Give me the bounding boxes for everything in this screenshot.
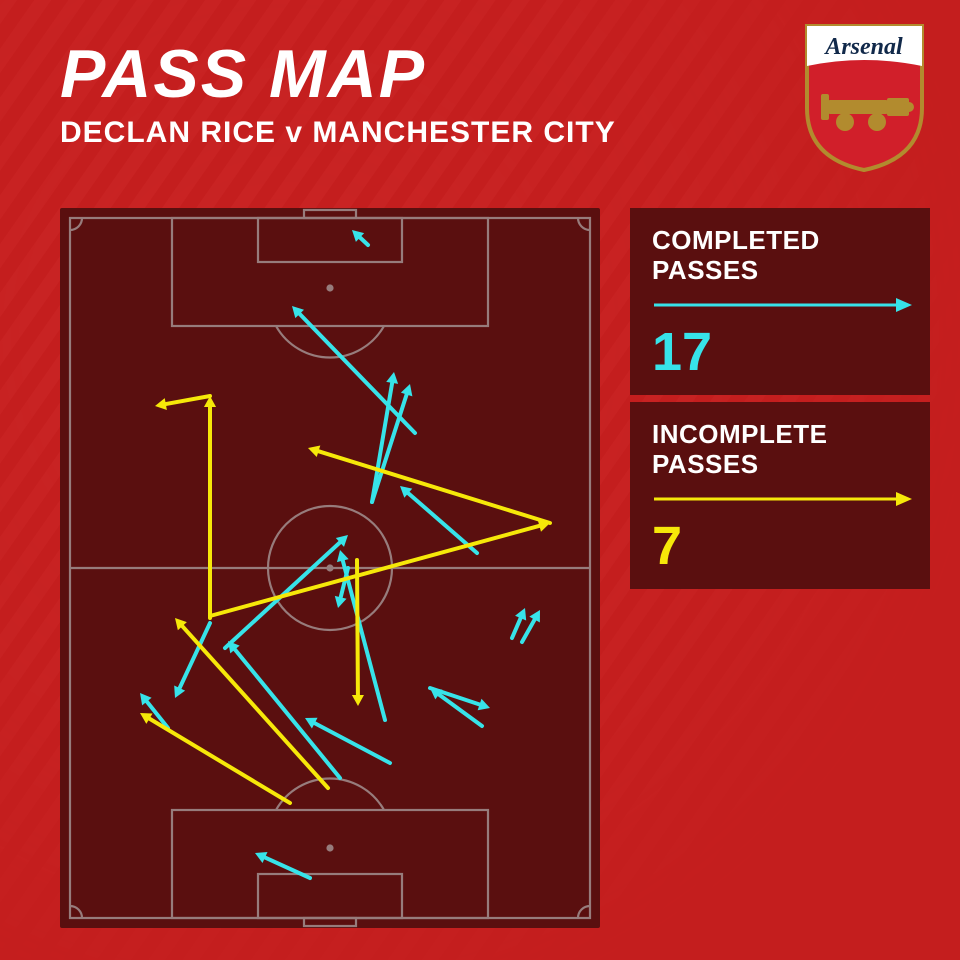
pass-completed	[522, 616, 537, 642]
pass-incomplete	[161, 396, 210, 405]
chart-title: PASS MAP	[60, 40, 616, 108]
pass-completed-head	[335, 596, 347, 608]
chart-subtitle: DECLAN RICE v MANCHESTER CITY	[60, 116, 616, 150]
pass-incomplete-head	[308, 445, 320, 457]
legend-incomplete: INCOMPLETE PASSES 7	[630, 402, 930, 589]
pass-incomplete-head	[155, 398, 167, 410]
legend-incomplete-label: INCOMPLETE PASSES	[652, 420, 908, 480]
legend-completed: COMPLETED PASSES 17	[630, 208, 930, 395]
pass-completed-head	[386, 372, 398, 384]
pass-completed-head	[337, 550, 349, 562]
header: PASS MAP DECLAN RICE v MANCHESTER CITY	[60, 40, 616, 150]
pass-completed	[405, 490, 477, 553]
pass-incomplete	[210, 525, 544, 616]
pass-incomplete-head	[352, 695, 364, 706]
pass-incomplete	[357, 560, 358, 699]
pass-completed	[297, 311, 415, 433]
legend-completed-label: COMPLETED PASSES	[652, 226, 908, 286]
legend-incomplete-value: 7	[652, 519, 908, 573]
svg-text:Arsenal: Arsenal	[823, 34, 903, 60]
legend-completed-arrow-icon	[652, 296, 912, 314]
pass-completed	[178, 623, 210, 692]
legend-completed-value: 17	[652, 325, 908, 379]
pass-incomplete	[146, 716, 290, 803]
pass-completed	[232, 646, 340, 778]
pitch-lines	[60, 208, 600, 928]
pitch	[60, 208, 600, 928]
arsenal-crest-icon: Arsenal	[797, 18, 932, 173]
pass-incomplete	[179, 623, 328, 788]
legend-incomplete-arrow-icon	[652, 490, 912, 508]
